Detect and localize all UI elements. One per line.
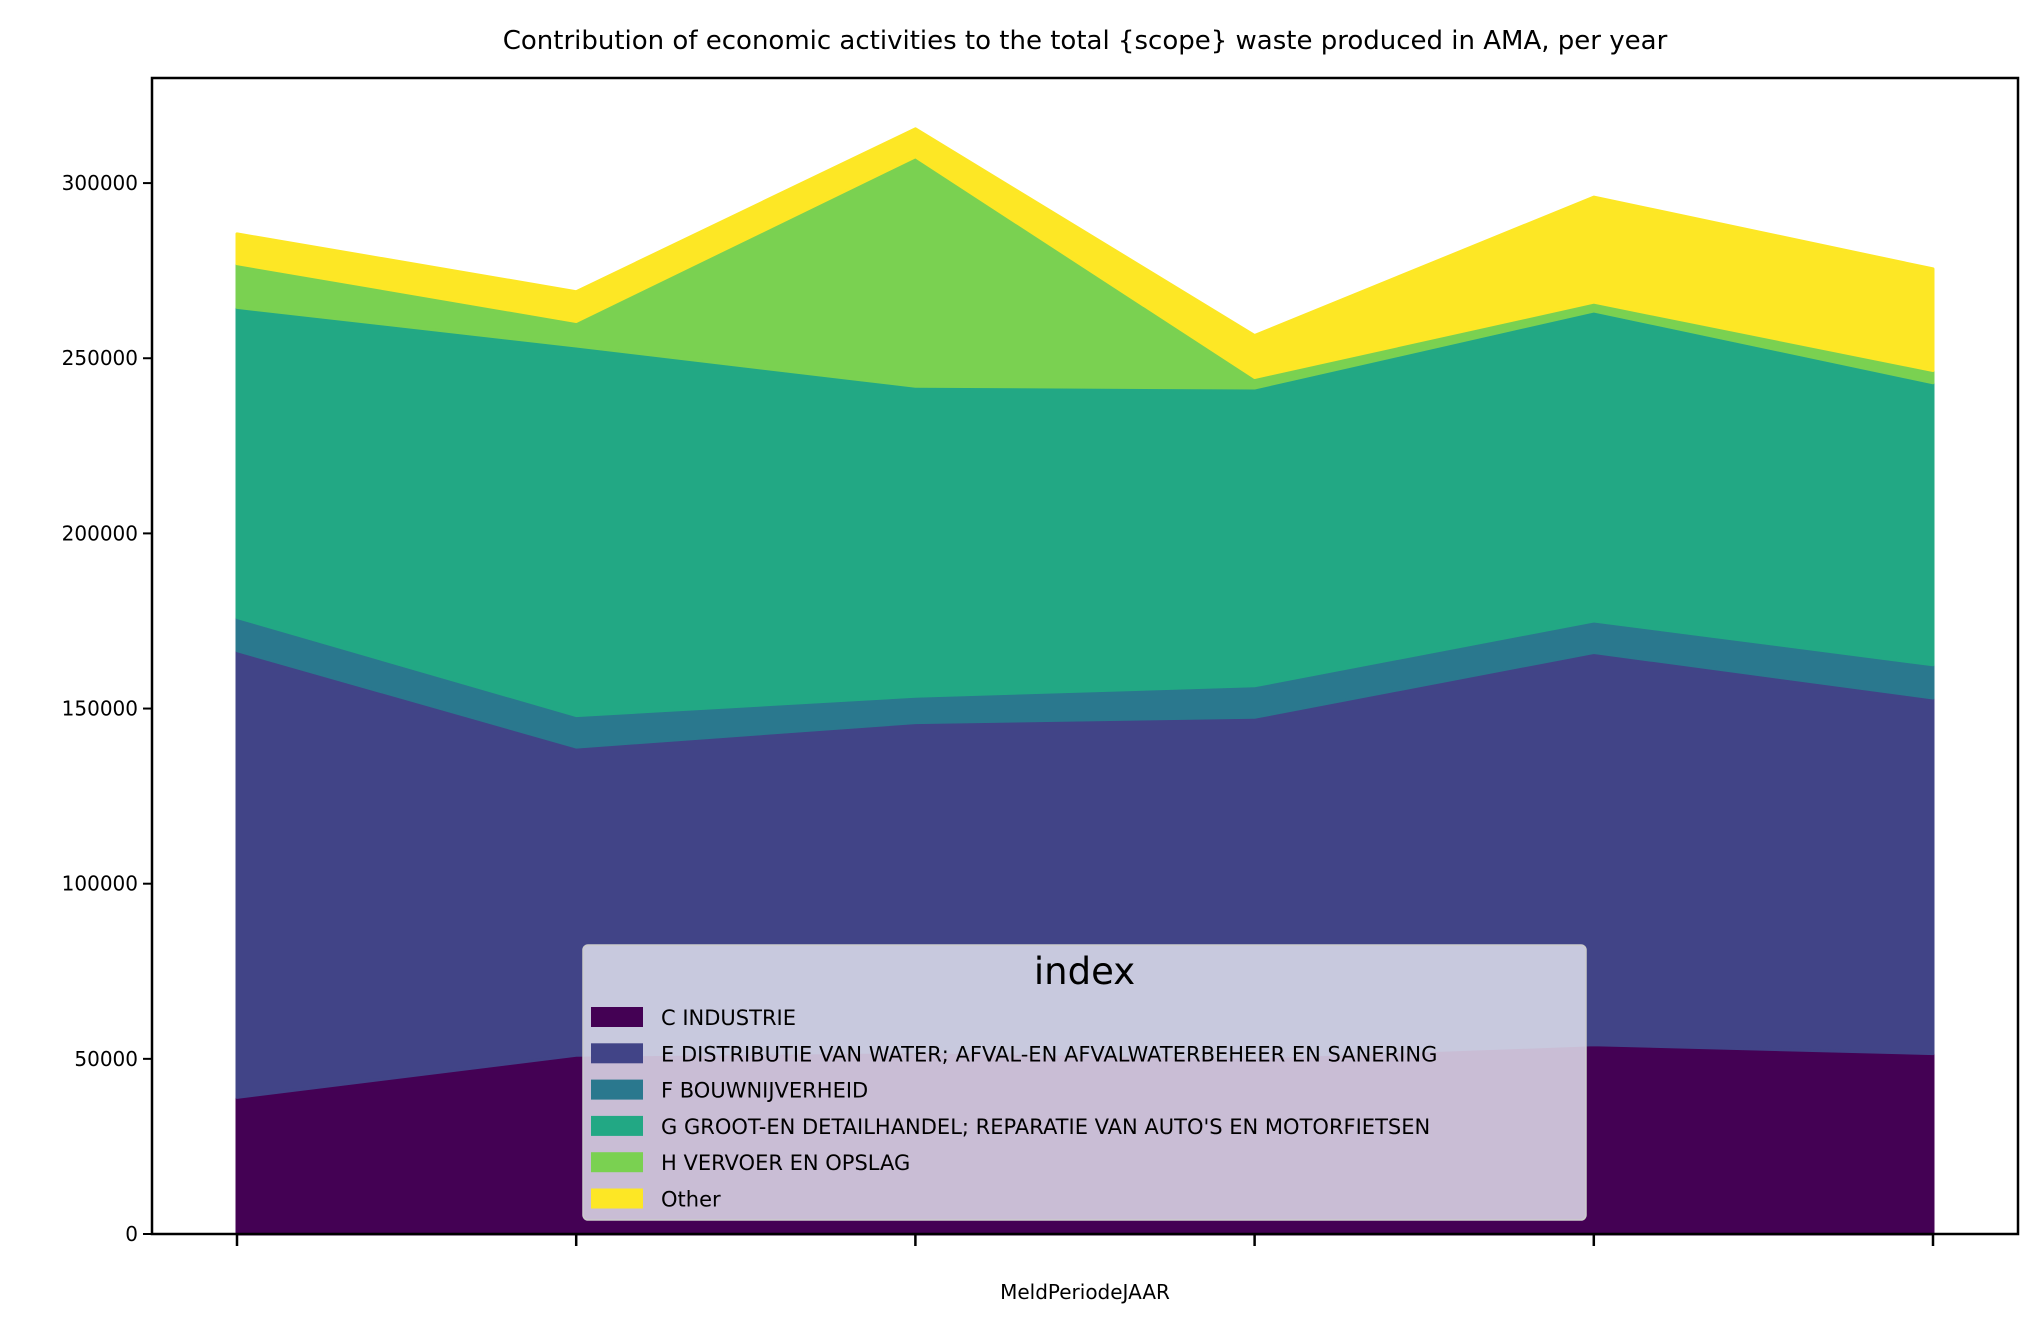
chart-title: Contribution of economic activities to t…	[503, 26, 1668, 56]
legend-swatch	[591, 1188, 643, 1209]
y-tick-label: 200000	[62, 521, 138, 545]
legend-swatch	[591, 1079, 643, 1100]
y-tick-label: 150000	[62, 697, 138, 721]
y-tick-label: 0	[125, 1222, 138, 1246]
legend-box	[582, 944, 1587, 1221]
legend-label: Other	[661, 1188, 721, 1212]
y-tick-label: 300000	[62, 171, 138, 195]
legend-swatch	[591, 1152, 643, 1173]
legend-swatch	[591, 1007, 643, 1027]
legend-swatch	[591, 1115, 643, 1136]
legend: index C INDUSTRIE E DISTRIBUTIE VAN WATER;…	[582, 944, 1587, 1221]
legend-title: index	[1034, 950, 1135, 993]
legend-label: H VERVOER EN OPSLAG	[661, 1151, 910, 1175]
y-tick-label: 100000	[62, 872, 138, 896]
x-axis-label: MeldPeriodeJAAR	[1000, 1280, 1170, 1304]
plot-frame	[150, 76, 2020, 1236]
legend-swatch	[591, 1043, 643, 1064]
legend-label: G GROOT-EN DETAILHANDEL; REPARATIE VAN A…	[661, 1115, 1430, 1139]
legend-label: F BOUWNIJVERHEID	[661, 1079, 868, 1103]
y-tick-label: 50000	[74, 1047, 138, 1071]
y-tick-label: 250000	[62, 346, 138, 370]
area-series-5	[235, 127, 1935, 379]
legend-label: C INDUSTRIE	[661, 1006, 796, 1030]
legend-label: E DISTRIBUTIE VAN WATER; AFVAL-EN AFVALW…	[661, 1042, 1437, 1066]
axes: 0 50000 100000 150000 200000 250000 300000	[62, 76, 2020, 1246]
